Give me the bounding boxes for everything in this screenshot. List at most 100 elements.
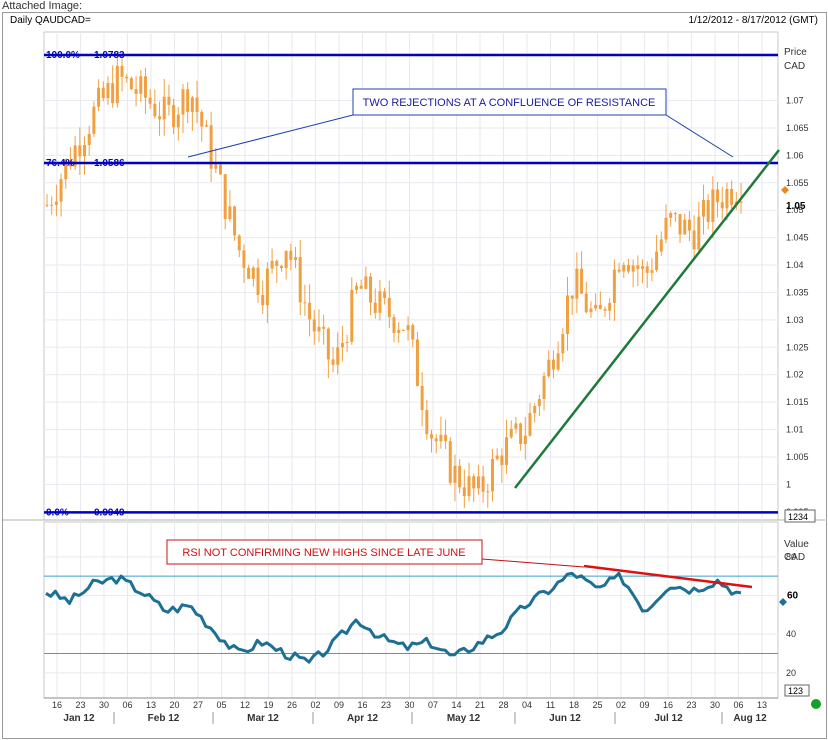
price-tick-label: 1.07	[786, 96, 804, 106]
candle-body	[561, 333, 565, 354]
candle-body	[54, 201, 58, 205]
candle-body	[566, 295, 569, 334]
x-day-label: 28	[498, 700, 508, 710]
candle-body	[92, 106, 96, 134]
candle-body	[495, 455, 499, 460]
candle-body	[626, 265, 630, 272]
x-axis: 16 23 30 06 13 20 27 05 12 19 26 02 09 16 23 30 07 14 21 28…	[44, 697, 778, 724]
x-day-label: 30	[710, 700, 720, 710]
main-corner-box-text: 1234	[788, 512, 808, 522]
candle-body	[87, 133, 91, 146]
price-axis-ticks: 1.07 1.065 1.06 1.055 1.05 1.045 1.04 1.035 1.03…	[786, 96, 809, 517]
price-tick-label: 1.045	[786, 233, 809, 243]
candle-body	[458, 465, 462, 488]
candle-body	[111, 83, 115, 104]
candle-body	[148, 97, 152, 104]
rsi-axis-ticks: 8060402060	[786, 552, 799, 678]
fib-level-percent: 76.4%	[46, 158, 74, 169]
candle-body	[697, 216, 701, 250]
candle-body	[669, 213, 673, 218]
candle-body	[59, 179, 63, 202]
x-day-label: 23	[381, 700, 391, 710]
candle-body	[580, 268, 584, 294]
candle-body	[631, 265, 635, 272]
candle-body	[556, 353, 560, 370]
candle-body	[265, 268, 269, 306]
candle-body	[664, 217, 668, 240]
resistance-annotation-text: TWO REJECTIONS AT A CONFLUENCE OF RESIST…	[363, 97, 656, 109]
candle-body	[270, 260, 274, 269]
candle-body	[570, 295, 574, 299]
x-day-label: 07	[428, 700, 438, 710]
rsi-divergence-line	[583, 564, 753, 589]
x-day-label: 30	[404, 700, 414, 710]
candle-body	[453, 465, 457, 483]
rsi-axis-unit: CAD	[784, 552, 805, 563]
x-day-label: 25	[592, 700, 602, 710]
x-month-label: Feb 12	[148, 713, 180, 724]
annotation-pointer-right	[665, 114, 734, 158]
rsi-annotation-box	[166, 539, 483, 565]
candle-body	[200, 111, 204, 127]
current-rsi-marker	[779, 598, 787, 606]
x-day-label: 14	[451, 700, 461, 710]
candle-body	[655, 251, 659, 271]
candle-body	[251, 267, 255, 279]
attached-image-label: Attached Image:	[2, 0, 83, 12]
x-day-label: 04	[522, 700, 532, 710]
candle-body	[134, 89, 138, 94]
candle-body	[106, 83, 110, 99]
x-day-label: 09	[639, 700, 649, 710]
annotation-pointer-left	[187, 114, 354, 158]
candle-body	[78, 145, 82, 157]
candle-body	[711, 189, 715, 222]
candle-body	[331, 359, 335, 365]
candle-body	[317, 326, 321, 332]
candle-body	[139, 76, 143, 94]
x-day-label: 19	[263, 700, 273, 710]
x-day-label: 16	[357, 700, 367, 710]
candle-body	[528, 413, 532, 436]
candle-body	[294, 257, 298, 260]
candle-body	[345, 341, 349, 344]
candle-body	[462, 487, 466, 497]
price-tick-label: 1.025	[786, 342, 809, 352]
price-tick-label: 1.04	[786, 260, 804, 270]
x-day-label: 13	[146, 700, 156, 710]
candle-body	[716, 189, 720, 203]
candle-body	[411, 325, 415, 340]
x-day-label: 11	[546, 700, 555, 710]
x-month-label: Aug 12	[733, 713, 767, 724]
candles	[45, 56, 743, 508]
status-dot	[811, 699, 821, 709]
candle-body	[725, 188, 729, 209]
candle-body	[354, 285, 358, 290]
rsi-annotation-pointer	[481, 558, 585, 568]
candle-body	[308, 302, 312, 320]
x-day-label: 16	[52, 700, 62, 710]
candle-body	[97, 87, 101, 107]
x-day-label: 21	[475, 700, 485, 710]
rsi-corner-box-text: 123	[788, 686, 803, 696]
candle-body	[383, 291, 387, 299]
price-tick-label: 1.035	[786, 287, 809, 297]
candle-body	[50, 204, 54, 206]
candle-body	[692, 230, 696, 250]
candle-body	[322, 326, 326, 329]
x-day-label: 20	[169, 700, 179, 710]
candle-body	[472, 476, 476, 489]
candle-body	[228, 206, 232, 220]
fib-lines: 100.0% 1.0783 76.4% 1.0586 0.0% 0.9949	[44, 50, 778, 518]
candle-body	[481, 476, 485, 492]
candle-body	[195, 97, 199, 112]
candle-body	[45, 204, 49, 206]
rsi-annotation-text: RSI NOT CONFIRMING NEW HIGHS SINCE LATE …	[182, 547, 465, 559]
fib-level-value: 1.0783	[94, 50, 125, 61]
x-month-label: Jul 12	[654, 713, 683, 724]
candle-body	[378, 291, 382, 313]
candle-body	[542, 376, 546, 400]
candle-body	[158, 116, 162, 120]
candle-body	[575, 268, 579, 299]
candle-body	[608, 302, 612, 311]
